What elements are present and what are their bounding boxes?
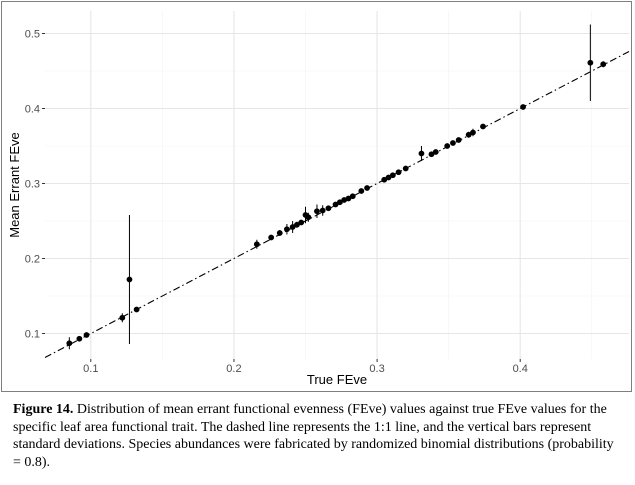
x-tick-label: 0.3 [369,363,384,375]
data-point [289,224,296,230]
data-point [428,151,435,158]
data-point [418,150,425,157]
data-point [364,185,370,191]
data-point [455,137,462,143]
minor-gridlines [45,11,629,359]
y-tick-label: 0.4 [25,104,40,116]
data-point [432,149,439,155]
data-point [600,61,607,68]
x-axis-title: True FEve [307,372,367,387]
data-point [587,59,594,66]
data-point [294,221,300,228]
scatter-chart: 0.1 0.2 0.3 0.4 0.1 0.2 0.3 0.4 0.5 True FEve M… [7,11,630,387]
data-point [345,195,352,202]
plot-panel [45,11,629,359]
data-point [450,140,456,146]
data-point [253,241,260,248]
caption-text: Distribution of mean errant functional e… [13,402,614,470]
data-point [381,176,388,183]
data-point [520,104,526,110]
data-point [314,208,320,215]
data-point [480,123,486,130]
data-point [276,230,283,236]
data-points [66,59,607,347]
data-point [358,188,365,194]
data-point [126,276,133,283]
y-axis-ticks: 0.1 0.2 0.3 0.4 0.5 [25,29,45,341]
data-point [389,172,396,179]
data-point [119,314,126,321]
x-axis-ticks: 0.1 0.2 0.3 0.4 [83,359,528,375]
data-point [76,335,83,342]
data-point [332,201,339,208]
data-point [349,193,356,200]
y-tick-label: 0.1 [25,329,40,341]
y-tick-label: 0.5 [25,29,40,41]
data-point [385,174,392,181]
data-point [402,165,409,172]
data-point [268,234,275,241]
data-point [444,143,451,149]
data-point [470,129,476,136]
major-gridlines [45,11,629,359]
y-tick-label: 0.3 [25,179,40,191]
y-tick-label: 0.2 [25,254,40,266]
figure-caption: Figure 14. Distribution of mean errant f… [13,401,625,471]
data-point [298,219,305,226]
y-axis-title: Mean Errant FEve [7,132,22,238]
figure-frame: 0.1 0.2 0.3 0.4 0.1 0.2 0.3 0.4 0.5 True FEve M… [1,1,632,392]
data-point [66,340,73,347]
data-point [83,332,90,338]
data-point [284,226,290,233]
x-tick-label: 0.1 [83,363,98,375]
data-point [465,131,472,138]
data-point [395,169,402,176]
x-tick-label: 0.2 [226,363,241,375]
data-point [325,205,332,212]
data-point [336,199,343,206]
data-point [133,306,140,313]
figure-label: Figure 14. [13,402,74,417]
x-tick-label: 0.4 [513,363,528,375]
data-point [305,214,312,221]
data-point [319,207,326,214]
